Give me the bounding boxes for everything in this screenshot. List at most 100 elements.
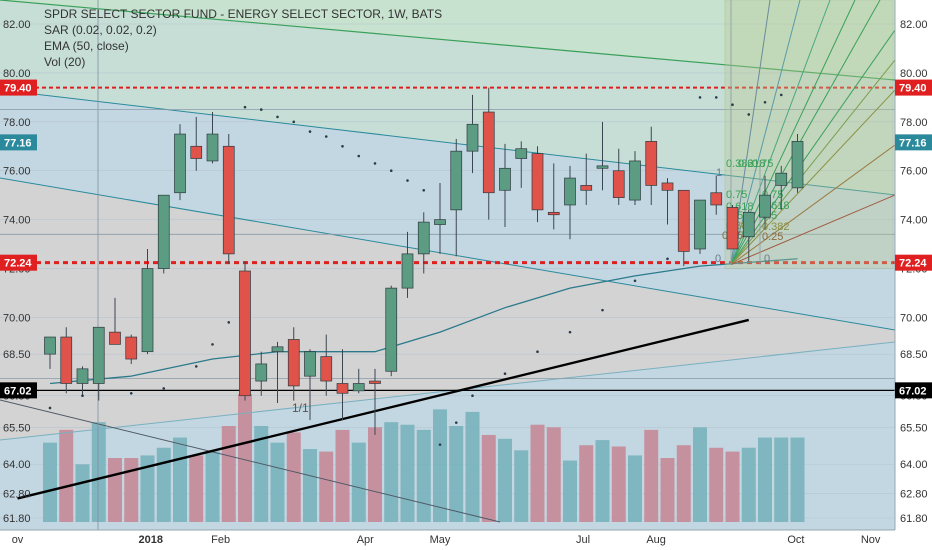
- fib-level-label: 0: [715, 253, 721, 265]
- candle-up[interactable]: [759, 175, 771, 230]
- candle-body: [677, 189, 690, 252]
- sar-dot: [422, 188, 426, 192]
- candle-up[interactable]: [515, 141, 528, 188]
- sar-dot: [211, 343, 214, 346]
- legend-vol[interactable]: Vol (20): [44, 55, 86, 69]
- price-badge-right: [895, 79, 932, 96]
- candle-down[interactable]: [60, 327, 73, 394]
- candle-down[interactable]: [677, 189, 690, 267]
- candle-body: [661, 182, 674, 191]
- candle-down[interactable]: [482, 87, 495, 220]
- candle-down[interactable]: [320, 334, 333, 396]
- candle-down[interactable]: [612, 148, 625, 205]
- volume-bar: [173, 437, 187, 522]
- candle-up[interactable]: [174, 124, 186, 201]
- price-tick-label: 74.00: [900, 215, 928, 227]
- candle-down[interactable]: [109, 297, 121, 345]
- candle-up[interactable]: [304, 349, 316, 421]
- candle-up[interactable]: [271, 341, 284, 404]
- candle-body: [239, 270, 251, 397]
- candle-up[interactable]: [141, 248, 154, 355]
- fib-level-label: 0.382: [726, 158, 754, 170]
- candle-up[interactable]: [450, 138, 463, 257]
- candle-body: [629, 160, 641, 201]
- candle-down[interactable]: [726, 204, 739, 250]
- candle-down[interactable]: [125, 334, 138, 364]
- candle-down[interactable]: [547, 163, 560, 230]
- fib-annotation: 1/1: [292, 401, 309, 415]
- candle-down[interactable]: [222, 134, 235, 264]
- candle-up[interactable]: [206, 112, 219, 164]
- candle-body: [564, 177, 576, 206]
- candle-down[interactable]: [531, 146, 544, 223]
- price-badge-right: [895, 134, 932, 151]
- fib-level-label: 0.75: [726, 189, 747, 201]
- candle-body: [710, 192, 723, 206]
- candle-up[interactable]: [385, 285, 398, 377]
- candle-up[interactable]: [255, 351, 268, 396]
- candle-up[interactable]: [92, 326, 105, 401]
- candle-down[interactable]: [239, 261, 251, 401]
- candle-up[interactable]: [417, 212, 430, 274]
- sar-dot: [308, 130, 312, 133]
- candle-up[interactable]: [694, 199, 706, 254]
- time-tick-label: 2018: [139, 534, 163, 546]
- candle-up[interactable]: [564, 165, 576, 240]
- candle-up[interactable]: [791, 134, 804, 193]
- candle-up[interactable]: [76, 366, 89, 396]
- candle-body: [791, 141, 804, 189]
- candle-down[interactable]: [710, 175, 723, 215]
- sar-dot: [194, 365, 198, 368]
- candle-up[interactable]: [157, 194, 170, 274]
- volume-bar: [254, 426, 269, 522]
- fib-fan-line: [730, 59, 895, 265]
- candle-down[interactable]: [369, 368, 381, 435]
- candle-body: [385, 287, 398, 372]
- candle-up[interactable]: [352, 368, 365, 394]
- candle-up[interactable]: [44, 336, 56, 369]
- fib-level-label: 1: [716, 167, 722, 179]
- sar-dot: [779, 93, 783, 97]
- candle-up[interactable]: [434, 182, 446, 254]
- sar-dot: [129, 391, 133, 395]
- candle-up[interactable]: [401, 231, 414, 298]
- time-tick-label: Aug: [646, 534, 666, 546]
- price-tick-label-left: 68.50: [3, 349, 31, 361]
- candle-up[interactable]: [629, 151, 641, 205]
- volume-bar: [774, 437, 789, 522]
- price-tick-label-left: 65.50: [3, 423, 31, 435]
- candle-body: [92, 326, 105, 384]
- candle-down[interactable]: [190, 116, 203, 171]
- candle-body: [596, 165, 609, 169]
- sar-dot: [243, 105, 247, 109]
- legend-ema[interactable]: EMA (50, close): [44, 39, 129, 53]
- sar-dot: [471, 394, 474, 398]
- time-tick-label: ov: [12, 534, 24, 546]
- candle-up[interactable]: [466, 94, 479, 174]
- candle-down[interactable]: [336, 349, 349, 421]
- sar-dot: [162, 387, 166, 390]
- volume-bar: [108, 458, 122, 522]
- candle-down[interactable]: [661, 178, 674, 225]
- fib-fan-line: [730, 0, 881, 265]
- fib-fan-line: [730, 144, 895, 265]
- candle-down[interactable]: [580, 153, 593, 205]
- volume-bar: [563, 460, 577, 522]
- price-tick-label-left: 74.00: [3, 215, 31, 227]
- legend-sar[interactable]: SAR (0.02, 0.02, 0.2): [44, 23, 157, 37]
- volume-bar: [595, 440, 610, 522]
- candle-body: [547, 211, 560, 216]
- candle-body: [336, 383, 349, 394]
- candle-up[interactable]: [499, 143, 511, 227]
- candle-up[interactable]: [742, 209, 755, 262]
- sar-dot: [698, 96, 702, 99]
- volume-bar: [238, 394, 252, 522]
- candle-up[interactable]: [596, 121, 609, 191]
- sar-dot: [259, 108, 263, 111]
- candle-down[interactable]: [287, 327, 300, 401]
- candle-up[interactable]: [775, 165, 788, 210]
- candle-down[interactable]: [645, 126, 658, 205]
- volume-bar: [368, 427, 382, 522]
- price-badge-left: [0, 382, 37, 399]
